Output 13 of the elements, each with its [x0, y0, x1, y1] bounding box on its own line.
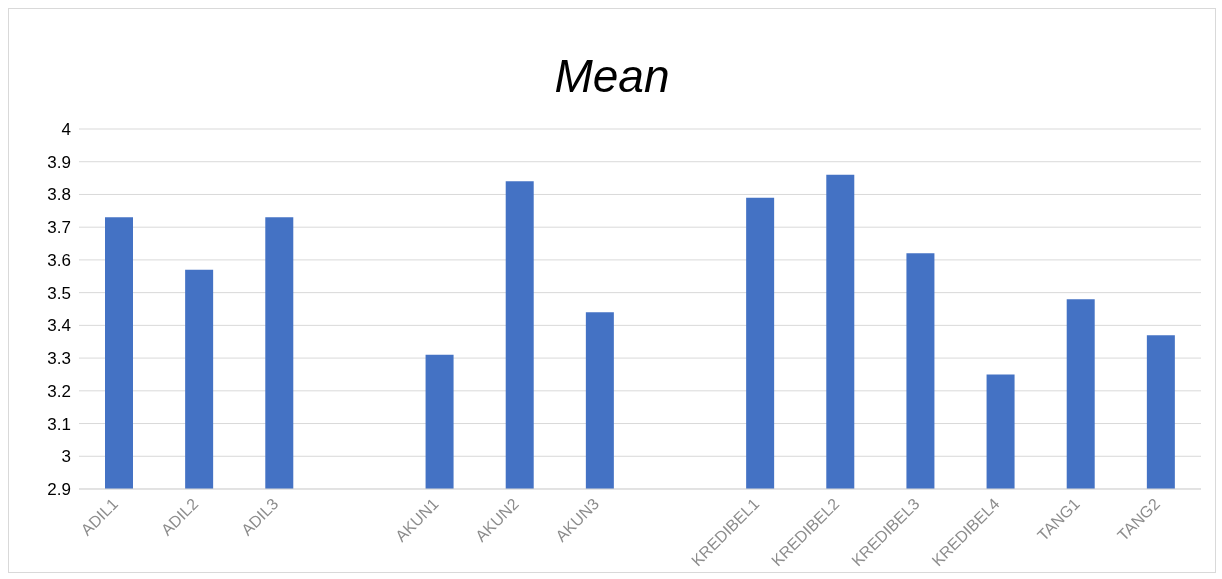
y-tick-label: 3.8 [47, 185, 71, 205]
y-tick-label: 2.9 [47, 480, 71, 500]
y-tick-label: 3.1 [47, 414, 71, 434]
y-tick-label: 4 [61, 120, 71, 140]
y-tick-label: 3.9 [47, 152, 71, 172]
chart-title: Mean [553, 49, 671, 104]
y-tick-label: 3 [61, 447, 71, 467]
y-tick-label: 3.7 [47, 218, 71, 238]
y-tick-label: 3.2 [47, 381, 71, 401]
y-tick-label: 3.5 [47, 283, 71, 303]
y-tick-label: 3.3 [47, 349, 71, 369]
y-tick-label: 3.6 [47, 250, 71, 270]
y-tick-label: 3.4 [47, 316, 71, 336]
